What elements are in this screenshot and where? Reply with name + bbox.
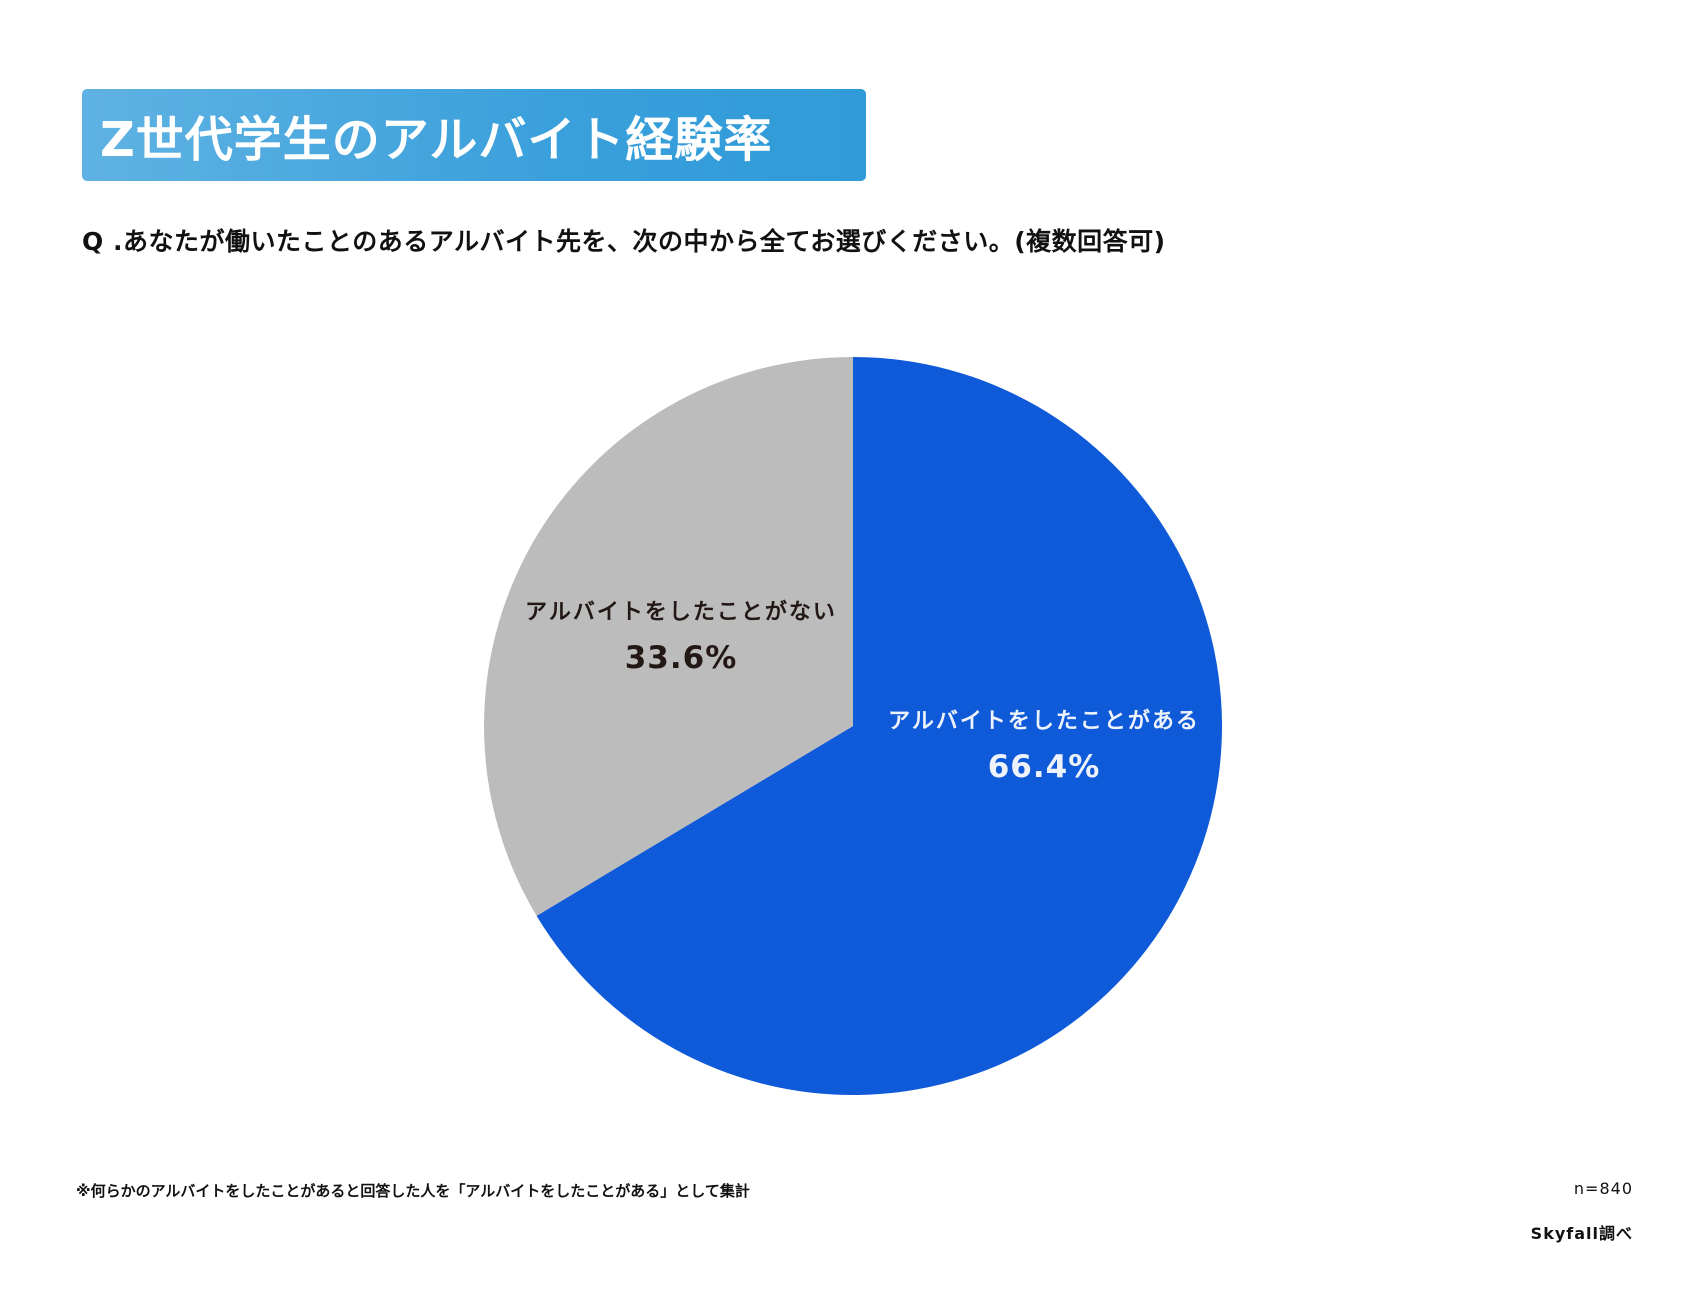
slice-name-yes: アルバイトをしたことがある [888, 709, 1200, 734]
survey-question: Q .あなたが働いたことのあるアルバイト先を、次の中から全てお選びください。(複… [82, 227, 1166, 256]
page-title: Z世代学生のアルバイト経験率 [100, 112, 773, 168]
slice-value-no: 33.6% [624, 640, 738, 676]
slice-label-no: アルバイトをしたことがない 33.6% [525, 594, 837, 676]
slice-value-yes: 66.4% [987, 749, 1101, 785]
title-banner: Z世代学生のアルバイト経験率 [82, 89, 866, 181]
sample-size: n=840 [1573, 1179, 1633, 1198]
pie-slice-1 [484, 357, 853, 916]
source-credit: Skyfall調べ [1530, 1224, 1633, 1243]
footnote: ※何らかのアルバイトをしたことがあると回答した人を「アルバイトをしたことがある」… [76, 1182, 750, 1200]
slice-label-yes: アルバイトをしたことがある 66.4% [888, 703, 1200, 785]
pie-slice-0 [536, 357, 1222, 1096]
slice-name-no: アルバイトをしたことがない [525, 600, 837, 625]
